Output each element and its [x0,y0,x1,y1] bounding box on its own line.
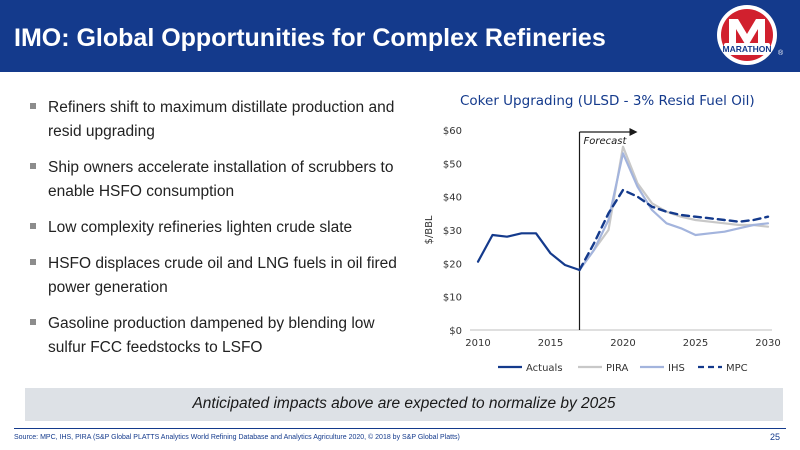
y-tick-label: $30 [443,226,462,237]
bullet-square-icon [30,259,36,265]
bullet-text: Low complexity refineries lighten crude … [48,219,353,236]
series-line-pira [578,145,770,272]
y-axis-label: $/BBL [424,215,435,244]
series-line-mpc [578,188,770,272]
x-tick-label: 2030 [755,338,780,349]
marathon-logo: MARATHON [717,5,777,65]
footer-divider [14,428,786,429]
registered-mark: ® [778,50,784,57]
coker-upgrading-chart: $/BBL $0 $10 $20 $30 $40 $50 $60 2010 2015 2020 202… [424,126,781,374]
y-tick-label: $50 [443,159,462,170]
x-tick-label: 2010 [465,338,490,349]
header-bar: IMO: Global Opportunities for Complex Re… [0,0,800,72]
slide-title: IMO: Global Opportunities for Complex Re… [14,24,606,52]
forecast-arrowhead [629,128,638,136]
impact-note: Anticipated impacts above are expected t… [192,395,616,412]
legend-label-mpc: MPC [726,363,748,374]
bullet-item: Low complexity refineries lighten crude … [30,216,415,240]
logo-text: MARATHON [723,44,772,54]
y-tick-label: $20 [443,259,462,270]
bullet-list: Refiners shift to maximum distillate pro… [30,96,415,372]
bullet-text: Gasoline production dampened by blending… [48,315,375,356]
chart-title: Coker Upgrading (ULSD - 3% Resid Fuel Oi… [460,93,755,109]
series-line-actuals [476,232,581,272]
x-tick-label: 2020 [610,338,635,349]
bullet-item: Ship owners accelerate installation of s… [30,156,415,204]
bullet-text: Ship owners accelerate installation of s… [48,159,394,200]
impact-banner: Anticipated impacts above are expected t… [25,388,783,421]
y-tick-label: $60 [443,126,462,137]
bullet-square-icon [30,319,36,325]
x-tick-label: 2015 [538,338,563,349]
bullet-text: Refiners shift to maximum distillate pro… [48,99,395,140]
y-tick-label: $40 [443,193,462,204]
x-tick-label: 2025 [683,338,708,349]
source-note: Source: MPC, IHS, PIRA (S&P Global PLATT… [14,434,460,441]
bullet-square-icon [30,103,36,109]
bullet-square-icon [30,223,36,229]
legend-label-pira: PIRA [606,363,629,374]
legend-label-actuals: Actuals [526,363,563,374]
series-line-ihs [578,152,770,272]
y-tick-label: $10 [443,293,462,304]
legend-label-ihs: IHS [668,363,685,374]
bullet-item: HSFO displaces crude oil and LNG fuels i… [30,252,415,300]
y-tick-label: $0 [449,326,462,337]
bullet-item: Refiners shift to maximum distillate pro… [30,96,415,144]
bullet-square-icon [30,163,36,169]
forecast-label: Forecast [584,136,628,147]
page-number: 25 [770,432,781,442]
bullet-item: Gasoline production dampened by blending… [30,312,415,360]
bullet-text: HSFO displaces crude oil and LNG fuels i… [48,255,397,296]
